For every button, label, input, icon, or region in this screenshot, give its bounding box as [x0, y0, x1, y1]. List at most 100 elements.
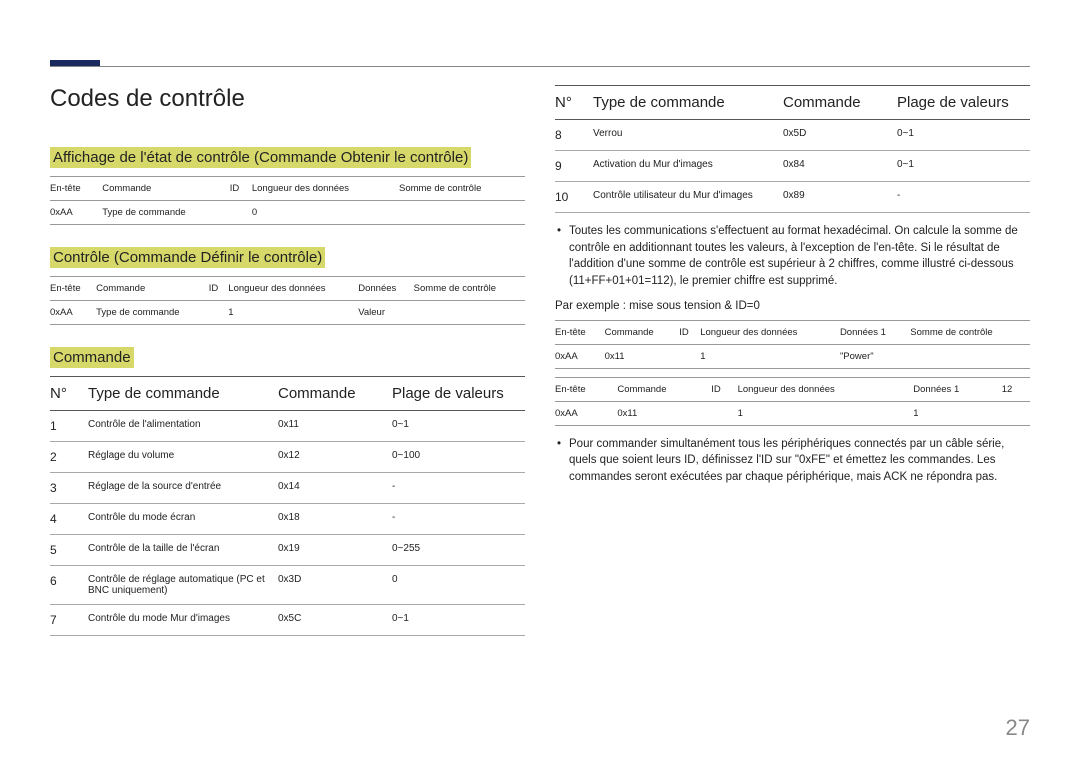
cell-n: 6 [50, 566, 88, 605]
ex-h3: Longueur des données [700, 320, 840, 344]
cell-n: 3 [50, 473, 88, 504]
cell-type: Verrou [593, 120, 783, 151]
ex2-c3: 1 [738, 401, 914, 425]
example-label: Par exemple : mise sous tension & ID=0 [555, 300, 1030, 312]
cell-range: 0 [392, 566, 525, 605]
ch-cmd: Commande [278, 377, 392, 411]
ex2-c0: 0xAA [555, 401, 617, 425]
s2-c4: Valeur [358, 301, 413, 325]
section2-table: En-tête Commande ID Longueur des données… [50, 276, 525, 325]
cell-range: - [392, 473, 525, 504]
left-column: Codes de contrôle Affichage de l'état de… [50, 85, 525, 636]
ex1-c2 [679, 344, 700, 368]
table-row: 9Activation du Mur d'images0x840~1 [555, 151, 1030, 182]
cell-cmd: 0x11 [278, 411, 392, 442]
note-1: Toutes les communications s'effectuent a… [569, 223, 1030, 290]
chr-range: Plage de valeurs [897, 86, 1030, 120]
cell-type: Réglage du volume [88, 442, 278, 473]
ex-h5: Somme de contrôle [910, 320, 1030, 344]
s2-h4: Données [358, 277, 413, 301]
s2-h1: Commande [96, 277, 209, 301]
top-rule [50, 66, 1030, 67]
s1-c3: 0 [252, 201, 399, 225]
cell-cmd: 0x3D [278, 566, 392, 605]
s1-h4: Somme de contrôle [399, 177, 525, 201]
ex2-c4: 1 [913, 401, 1001, 425]
ex2-h2: ID [711, 377, 737, 401]
ch-type: Type de commande [88, 377, 278, 411]
s1-h3: Longueur des données [252, 177, 399, 201]
table-row: 7Contrôle du mode Mur d'images0x5C0~1 [50, 605, 525, 636]
ex1-c1: 0x11 [605, 344, 680, 368]
s1-h0: En-tête [50, 177, 102, 201]
note-list-1: Toutes les communications s'effectuent a… [569, 223, 1030, 290]
s2-c1: Type de commande [96, 301, 209, 325]
s2-c0: 0xAA [50, 301, 96, 325]
table-row: 1Contrôle de l'alimentation0x110~1 [50, 411, 525, 442]
ch-n: N° [50, 377, 88, 411]
s1-c4 [399, 201, 525, 225]
cell-n: 4 [50, 504, 88, 535]
section2-heading: Contrôle (Commande Définir le contrôle) [50, 247, 325, 268]
cell-range: 0~255 [392, 535, 525, 566]
cell-type: Contrôle utilisateur du Mur d'images [593, 182, 783, 213]
cell-range: 0~1 [392, 605, 525, 636]
ex2-h4: Données 1 [913, 377, 1001, 401]
cell-cmd: 0x5C [278, 605, 392, 636]
cell-range: - [897, 182, 1030, 213]
ex1-c5 [910, 344, 1030, 368]
s1-c0: 0xAA [50, 201, 102, 225]
ex-h1: Commande [605, 320, 680, 344]
s1-c2 [230, 201, 252, 225]
cell-type: Activation du Mur d'images [593, 151, 783, 182]
ex2-c5 [1002, 401, 1030, 425]
cell-cmd: 0x5D [783, 120, 897, 151]
command-table-left: N° Type de commande Commande Plage de va… [50, 376, 525, 636]
s1-c1: Type de commande [102, 201, 230, 225]
cell-type: Contrôle de la taille de l'écran [88, 535, 278, 566]
note-2: Pour commander simultanément tous les pé… [569, 436, 1030, 486]
example-table-1: En-tête Commande ID Longueur des données… [555, 320, 1030, 369]
ex-h4: Données 1 [840, 320, 910, 344]
chr-type: Type de commande [593, 86, 783, 120]
ex2-h5: 12 [1002, 377, 1030, 401]
cell-type: Réglage de la source d'entrée [88, 473, 278, 504]
cell-cmd: 0x89 [783, 182, 897, 213]
two-column-layout: Codes de contrôle Affichage de l'état de… [50, 85, 1030, 636]
ch-range: Plage de valeurs [392, 377, 525, 411]
cell-type: Contrôle du mode Mur d'images [88, 605, 278, 636]
table-row: 4Contrôle du mode écran0x18- [50, 504, 525, 535]
cell-n: 8 [555, 120, 593, 151]
table-row: 8Verrou0x5D0~1 [555, 120, 1030, 151]
s1-h2: ID [230, 177, 252, 201]
s2-h5: Somme de contrôle [414, 277, 525, 301]
ex2-h0: En-tête [555, 377, 617, 401]
cell-type: Contrôle de réglage automatique (PC et B… [88, 566, 278, 605]
ex1-c4: "Power" [840, 344, 910, 368]
note-list-2: Pour commander simultanément tous les pé… [569, 436, 1030, 486]
section1-table: En-tête Commande ID Longueur des données… [50, 176, 525, 225]
table-row: 5Contrôle de la taille de l'écran0x190~2… [50, 535, 525, 566]
s2-h2: ID [209, 277, 229, 301]
ex2-c2 [711, 401, 737, 425]
ex2-h1: Commande [617, 377, 711, 401]
page-number: 27 [1006, 715, 1030, 741]
table-row: 10Contrôle utilisateur du Mur d'images0x… [555, 182, 1030, 213]
command-table-right: N° Type de commande Commande Plage de va… [555, 85, 1030, 213]
cell-cmd: 0x19 [278, 535, 392, 566]
cell-range: - [392, 504, 525, 535]
page-title: Codes de contrôle [50, 85, 525, 113]
cell-cmd: 0x84 [783, 151, 897, 182]
ex2-c1: 0x11 [617, 401, 711, 425]
s2-c3: 1 [228, 301, 358, 325]
ex-h0: En-tête [555, 320, 605, 344]
section1-heading: Affichage de l'état de contrôle (Command… [50, 147, 471, 168]
cell-cmd: 0x12 [278, 442, 392, 473]
ex1-c0: 0xAA [555, 344, 605, 368]
cell-n: 5 [50, 535, 88, 566]
cell-range: 0~100 [392, 442, 525, 473]
cell-n: 2 [50, 442, 88, 473]
s2-c5 [414, 301, 525, 325]
cell-cmd: 0x14 [278, 473, 392, 504]
right-column: N° Type de commande Commande Plage de va… [555, 85, 1030, 636]
